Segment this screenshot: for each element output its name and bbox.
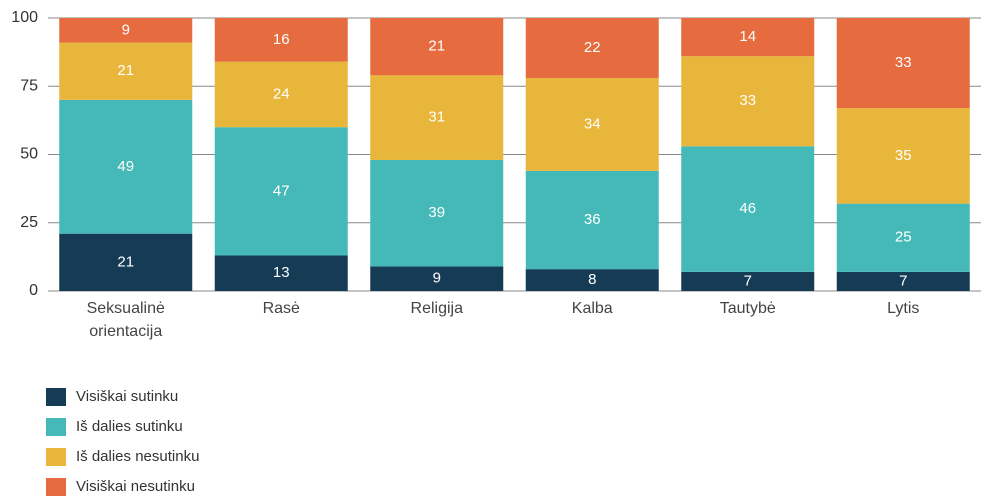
bar-segment — [681, 271, 815, 291]
bar-segment — [214, 18, 348, 62]
data-label: 33 — [739, 92, 756, 109]
data-label: 35 — [895, 147, 912, 164]
data-label: 14 — [739, 28, 756, 45]
legend-label: Iš dalies nesutinku — [76, 448, 199, 465]
data-label: 9 — [122, 21, 130, 38]
x-tick-label: Seksualinė orientacija — [86, 300, 165, 340]
bar-segment — [59, 233, 193, 291]
data-label: 7 — [899, 272, 907, 289]
data-label: 9 — [433, 270, 441, 287]
data-label: 36 — [584, 211, 601, 228]
bar-segment — [836, 203, 970, 272]
y-tick-label: 75 — [20, 77, 38, 94]
bar-segment — [59, 18, 193, 43]
data-label: 13 — [273, 264, 290, 281]
data-label: 22 — [584, 39, 601, 56]
bar-segment — [370, 159, 504, 267]
x-tick-label: Lytis — [887, 300, 920, 317]
data-label: 25 — [895, 229, 912, 246]
bar-segment — [681, 18, 815, 57]
y-tick-label: 50 — [20, 146, 38, 163]
bar-segment — [836, 18, 970, 109]
data-label: 47 — [273, 182, 290, 199]
x-tick-label: Rasė — [262, 300, 300, 317]
bar-segment — [370, 75, 504, 160]
bar-segment — [836, 108, 970, 204]
bar-segment — [214, 61, 348, 128]
legend-swatch — [46, 448, 66, 466]
data-label: 16 — [273, 31, 290, 48]
x-tick-label: Tautybė — [719, 300, 776, 317]
legend-label: Iš dalies sutinku — [76, 418, 183, 435]
bar-segment — [525, 170, 659, 270]
data-label: 49 — [117, 158, 134, 175]
data-label: 21 — [117, 253, 134, 270]
bar-segment — [214, 255, 348, 291]
bar-segment — [59, 42, 193, 100]
bar-segment — [681, 56, 815, 147]
bar-segment — [525, 78, 659, 171]
data-label: 24 — [273, 85, 290, 102]
legend-swatch — [46, 418, 66, 436]
data-label: 33 — [895, 54, 912, 71]
data-label: 46 — [739, 200, 756, 217]
bar-segment — [370, 18, 504, 76]
x-tick-label: Kalba — [571, 300, 613, 317]
bar-segment — [525, 269, 659, 291]
bar-segment — [525, 18, 659, 79]
y-tick-label: 100 — [11, 9, 38, 26]
data-label: 34 — [584, 115, 601, 132]
data-label: 7 — [744, 272, 752, 289]
bar-segment — [59, 99, 193, 234]
bar-segment — [681, 146, 815, 272]
legend-label: Visiškai sutinku — [76, 388, 178, 405]
legend-swatch — [46, 388, 66, 406]
data-label: 21 — [117, 62, 134, 79]
data-label: 31 — [428, 109, 445, 126]
x-tick-label: Religija — [410, 300, 463, 317]
bar-segment — [836, 271, 970, 291]
data-label: 39 — [428, 204, 445, 221]
y-tick-label: 0 — [29, 282, 38, 299]
data-label: 8 — [588, 271, 596, 288]
legend-label: Visiškai nesutinku — [76, 478, 195, 495]
legend-swatch — [46, 478, 66, 496]
data-label: 21 — [428, 38, 445, 55]
bar-segment — [214, 127, 348, 256]
y-tick-label: 25 — [20, 214, 38, 231]
bar-segment — [370, 266, 504, 291]
